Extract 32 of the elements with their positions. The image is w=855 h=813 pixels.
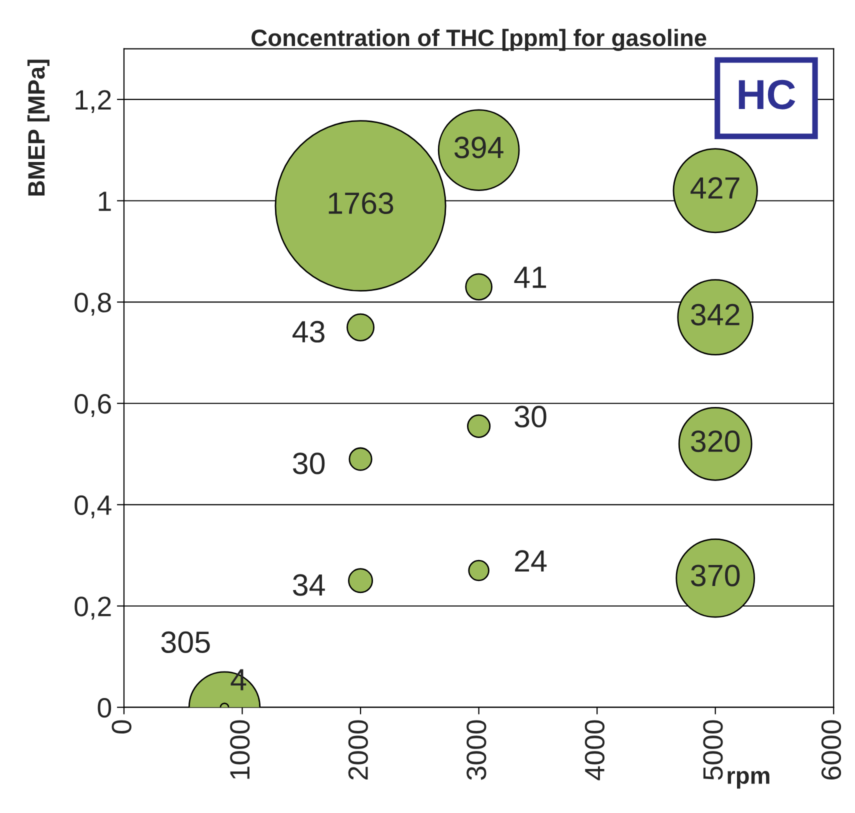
data-label: 394 — [454, 136, 504, 158]
data-label: 41 — [514, 266, 546, 288]
data-label: 30 — [514, 406, 546, 428]
data-label: 34 — [292, 574, 325, 596]
data-label: 30 — [292, 452, 325, 474]
data-label: 1763 — [328, 192, 394, 214]
y-axis-title: BMEP [MPa] — [27, 60, 50, 196]
data-label: 305 — [161, 631, 210, 654]
y-tick-label: 0,6 — [74, 394, 111, 417]
x-tick-label: 4000 — [584, 720, 605, 780]
chart-title: Concentration of THC [ppm] for gasoline — [252, 28, 706, 52]
y-tick-label: 0 — [98, 698, 112, 718]
y-tick-label: 0,2 — [74, 596, 111, 620]
x-tick-label: 5000 — [703, 720, 723, 780]
x-tick-label: 1000 — [230, 720, 250, 779]
annotation: HC — [738, 80, 796, 110]
data-label: 320 — [691, 430, 740, 452]
data-label: 24 — [515, 550, 547, 572]
data-label: 43 — [292, 320, 324, 343]
x-tick-label: 6000 — [821, 720, 842, 780]
y-tick-label: 0,8 — [74, 292, 111, 316]
y-tick-label: 1,2 — [76, 90, 111, 114]
x-axis-title: rpm — [728, 770, 770, 789]
data-label: 342 — [691, 304, 740, 326]
data-label: 4 — [230, 669, 246, 690]
data-label: 370 — [691, 564, 740, 586]
x-tick-label: 0 — [112, 720, 132, 734]
x-tick-label: 2000 — [348, 720, 368, 780]
y-tick-label: 0,4 — [74, 495, 112, 518]
y-tick-label: 1 — [98, 192, 111, 211]
x-tick-label: 3000 — [466, 720, 486, 780]
data-label: 427 — [690, 177, 740, 199]
